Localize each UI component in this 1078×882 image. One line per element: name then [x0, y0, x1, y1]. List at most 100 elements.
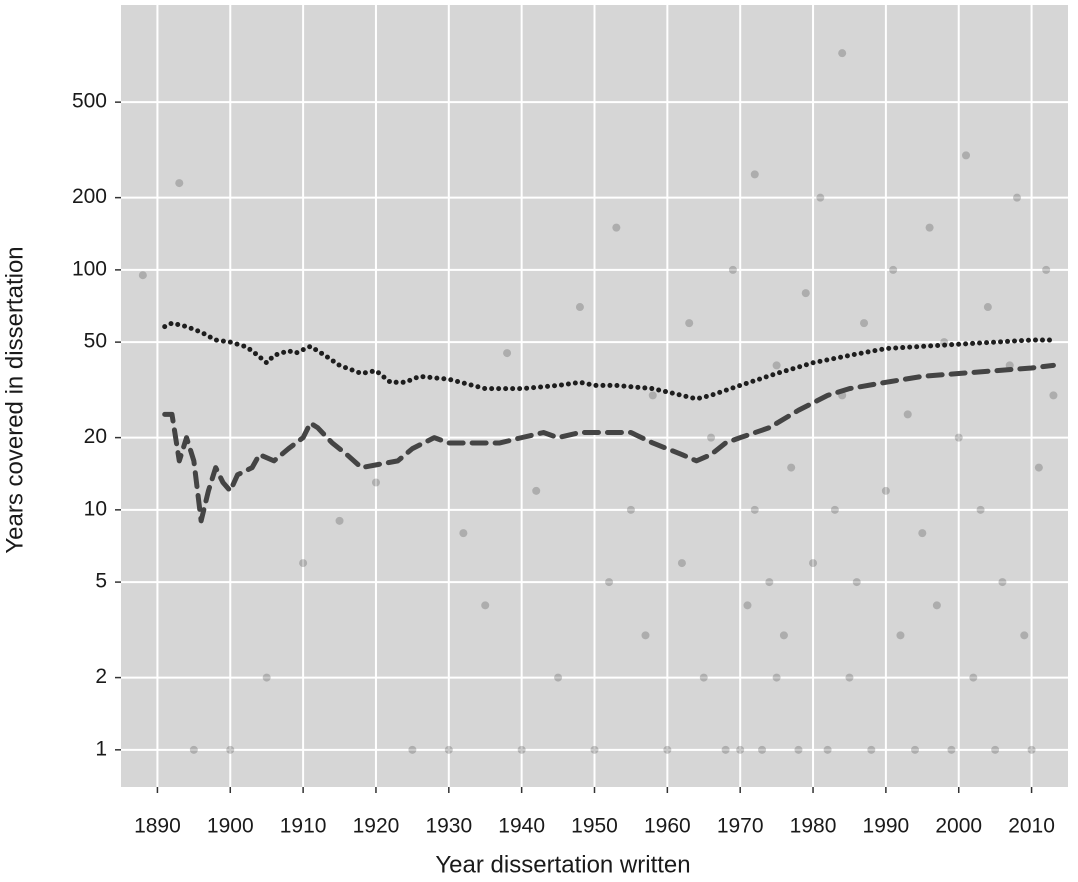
scatter-point — [503, 349, 512, 358]
scatter-point — [605, 578, 614, 587]
scatter-point — [954, 433, 963, 442]
scatter-point — [772, 673, 781, 682]
scatter-point — [889, 265, 898, 274]
scatter-point — [1013, 193, 1022, 202]
x-tick-label: 1920 — [353, 815, 400, 838]
scatter-point — [998, 578, 1007, 587]
scatter-point — [175, 179, 184, 188]
x-tick-label: 1940 — [498, 815, 545, 838]
x-axis-title: Year dissertation written — [435, 851, 690, 878]
scatter-point — [925, 223, 934, 232]
scatter-point — [371, 478, 380, 487]
scatter-point — [554, 673, 563, 682]
scatter-point — [189, 745, 198, 754]
scatter-point — [721, 745, 730, 754]
scatter-point — [867, 745, 876, 754]
scatter-point — [823, 745, 832, 754]
y-tick-label: 50 — [84, 330, 107, 353]
scatter-point — [896, 631, 905, 640]
scatter-point — [750, 505, 759, 514]
scatter-point — [801, 289, 810, 298]
scatter-point — [736, 745, 745, 754]
scatter-point — [947, 745, 956, 754]
scatter-point — [743, 601, 752, 610]
x-tick-label: 1900 — [207, 815, 254, 838]
scatter-point — [532, 486, 541, 495]
scatter-point — [699, 673, 708, 682]
scatter-point — [728, 265, 737, 274]
y-tick-label: 2 — [95, 665, 107, 688]
scatter-point — [1049, 391, 1058, 400]
y-tick-label: 5 — [95, 570, 107, 593]
scatter-point — [444, 745, 453, 754]
scatter-point — [262, 673, 271, 682]
grid — [121, 5, 1068, 787]
scatter-point — [408, 745, 417, 754]
scatter-point — [481, 601, 490, 610]
scatter-point — [772, 361, 781, 370]
y-tick-label: 200 — [72, 185, 107, 208]
scatter-point — [903, 410, 912, 419]
trend-line — [162, 362, 1056, 524]
scatter-point — [983, 303, 992, 312]
scatter-point — [517, 745, 526, 754]
x-tick-label: 1910 — [280, 815, 327, 838]
ticks: 1890 1900 1910 1920 1930 1940 1950 1960 1970 1980… — [72, 90, 1055, 838]
scatter-point — [838, 49, 847, 58]
scatter-point — [932, 601, 941, 610]
trend-line — [162, 320, 1056, 402]
scatter-point — [590, 745, 599, 754]
scatter-point — [641, 631, 650, 640]
x-tick-label: 1980 — [790, 815, 837, 838]
scatter-point — [976, 505, 985, 514]
scatter-point — [852, 578, 861, 587]
scatter-point — [962, 151, 971, 160]
x-tick-label: 2000 — [935, 815, 982, 838]
scatter-point — [787, 463, 796, 472]
scatter-point — [969, 673, 978, 682]
scatter-point — [1042, 265, 1051, 274]
scatter-point — [685, 319, 694, 328]
y-tick-label: 500 — [72, 90, 107, 113]
scatter-point — [991, 745, 1000, 754]
scatter-point — [918, 529, 927, 538]
x-tick-label: 1890 — [134, 815, 181, 838]
scatter-point — [809, 559, 818, 568]
scatter-point — [575, 303, 584, 312]
scatter-point — [830, 505, 839, 514]
y-tick-label: 10 — [84, 497, 107, 520]
scatter-point — [845, 673, 854, 682]
scatter-point — [750, 170, 759, 179]
x-tick-label: 1930 — [425, 815, 472, 838]
x-tick-label: 1960 — [644, 815, 691, 838]
x-tick-label: 1990 — [863, 815, 910, 838]
scatter-point — [138, 271, 147, 280]
scatter-point — [648, 391, 657, 400]
scatter-point — [794, 745, 803, 754]
scatter-point — [299, 559, 308, 568]
scatter-point — [626, 505, 635, 514]
scatter-point — [860, 319, 869, 328]
scatter-point — [335, 516, 344, 525]
y-axis-title: Years covered in dissertation — [1, 246, 28, 553]
marks — [138, 49, 1058, 754]
scatter-point — [911, 745, 920, 754]
x-tick-label: 2010 — [1008, 815, 1055, 838]
y-tick-label: 20 — [84, 425, 107, 448]
scatter-point — [677, 559, 686, 568]
y-tick-label: 1 — [95, 737, 107, 760]
scatter-point — [881, 486, 890, 495]
scatter-point — [1034, 463, 1043, 472]
x-tick-label: 1950 — [571, 815, 618, 838]
scatter-point — [612, 223, 621, 232]
scatter-point — [758, 745, 767, 754]
x-tick-label: 1970 — [717, 815, 764, 838]
scatter-point — [663, 745, 672, 754]
scatter-point — [1027, 745, 1036, 754]
y-tick-label: 100 — [72, 257, 107, 280]
scatter-point — [707, 433, 716, 442]
scatter-point — [816, 193, 825, 202]
scatter-point — [779, 631, 788, 640]
